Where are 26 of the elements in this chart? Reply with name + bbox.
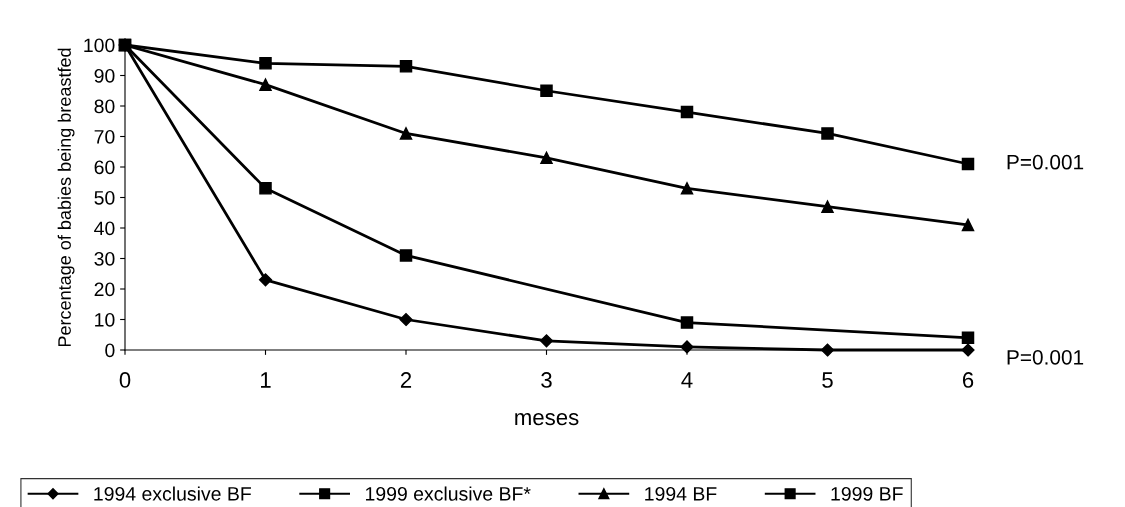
y-tick-label: 40: [94, 221, 115, 236]
y-tick-label: 100: [84, 38, 115, 53]
y-axis-title: Percentage of babies being breastfed: [57, 48, 75, 347]
text: P=0.001: [1007, 349, 1084, 365]
y-tick-label: 80: [94, 99, 115, 114]
y-tick-label: 90: [94, 68, 115, 83]
x-tick-label: 2: [400, 372, 412, 388]
x-tick-label: 6: [962, 372, 974, 388]
y-tick-label: 0: [105, 343, 115, 358]
x-tick-label: 3: [541, 372, 552, 388]
y-tick-label: 70: [94, 129, 115, 144]
x-tick-label: 1: [261, 372, 271, 388]
legend-label: 1999 exclusive BF*: [365, 486, 531, 501]
x-tick-label: 5: [822, 372, 833, 388]
y-tick-label: 30: [94, 251, 115, 266]
legend-label: 1999 BF: [831, 486, 903, 501]
y-tick-label: 60: [94, 160, 115, 175]
x-tick-label: 0: [119, 372, 131, 388]
text: P=0.001: [1007, 154, 1084, 170]
y-tick-label: 20: [94, 282, 115, 297]
x-tick-label: 4: [681, 372, 693, 388]
y-tick-label: 10: [95, 312, 115, 327]
x-axis-title: meses: [515, 413, 579, 426]
y-tick-label: 50: [94, 190, 115, 205]
legend-label: 1994 exclusive BF: [94, 486, 251, 501]
legend-label: 1994 BF: [645, 486, 717, 501]
